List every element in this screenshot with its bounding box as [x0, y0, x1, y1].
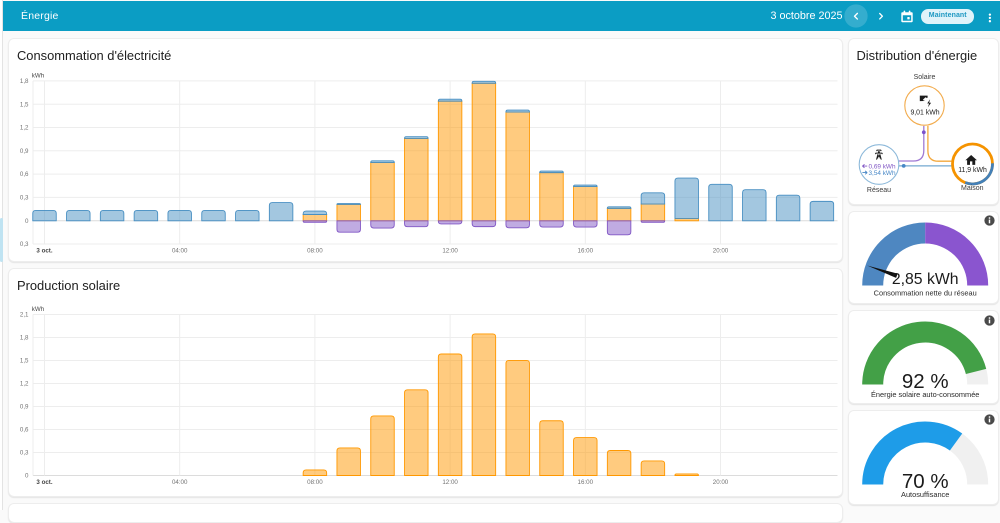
svg-text:kWh: kWh [32, 306, 45, 313]
svg-text:1,8: 1,8 [20, 78, 29, 85]
svg-text:04:00: 04:00 [172, 479, 188, 486]
svg-text:0,69 kWh: 0,69 kWh [868, 163, 895, 170]
svg-text:1,8: 1,8 [20, 334, 29, 341]
svg-text:0,6: 0,6 [20, 171, 29, 178]
svg-text:Solaire: Solaire [913, 74, 935, 81]
svg-text:Autosuffisance: Autosuffisance [901, 490, 949, 499]
svg-text:1,2: 1,2 [20, 380, 29, 387]
svg-text:Réseau: Réseau [866, 187, 890, 194]
svg-text:20:00: 20:00 [713, 248, 729, 255]
svg-text:0,9: 0,9 [20, 148, 29, 155]
svg-text:3 oct.: 3 oct. [36, 479, 52, 486]
svg-text:1,5: 1,5 [20, 357, 29, 364]
svg-text:04:00: 04:00 [172, 248, 188, 255]
svg-text:12:00: 12:00 [442, 479, 458, 486]
svg-text:1,2: 1,2 [20, 125, 29, 132]
svg-text:0,3: 0,3 [20, 241, 29, 248]
svg-text:16:00: 16:00 [578, 248, 594, 255]
svg-text:3,54 kWh: 3,54 kWh [868, 170, 895, 177]
svg-text:16:00: 16:00 [578, 479, 594, 486]
svg-text:08:00: 08:00 [307, 248, 323, 255]
svg-text:2,85 kWh: 2,85 kWh [891, 271, 958, 288]
svg-text:0: 0 [25, 218, 29, 225]
svg-text:12:00: 12:00 [442, 248, 458, 255]
svg-text:0,6: 0,6 [20, 426, 29, 433]
svg-text:11,9 kWh: 11,9 kWh [958, 167, 987, 174]
svg-text:Consommation nette du réseau: Consommation nette du réseau [873, 288, 976, 297]
svg-text:92 %: 92 % [901, 370, 948, 393]
svg-text:08:00: 08:00 [307, 479, 323, 486]
svg-text:1,5: 1,5 [20, 101, 29, 108]
svg-text:0,9: 0,9 [20, 403, 29, 410]
svg-text:20:00: 20:00 [713, 479, 729, 486]
svg-text:kWh: kWh [32, 73, 45, 80]
svg-text:70 %: 70 % [901, 470, 948, 493]
svg-text:0,3: 0,3 [20, 195, 29, 202]
svg-text:0: 0 [25, 472, 29, 479]
svg-text:3 oct.: 3 oct. [36, 248, 52, 255]
svg-text:9,01 kWh: 9,01 kWh [910, 110, 939, 117]
svg-text:2,1: 2,1 [20, 311, 29, 318]
svg-text:0,3: 0,3 [20, 449, 29, 456]
svg-text:Maison: Maison [961, 185, 984, 192]
svg-text:Énergie solaire auto-consommée: Énergie solaire auto-consommée [870, 390, 978, 399]
